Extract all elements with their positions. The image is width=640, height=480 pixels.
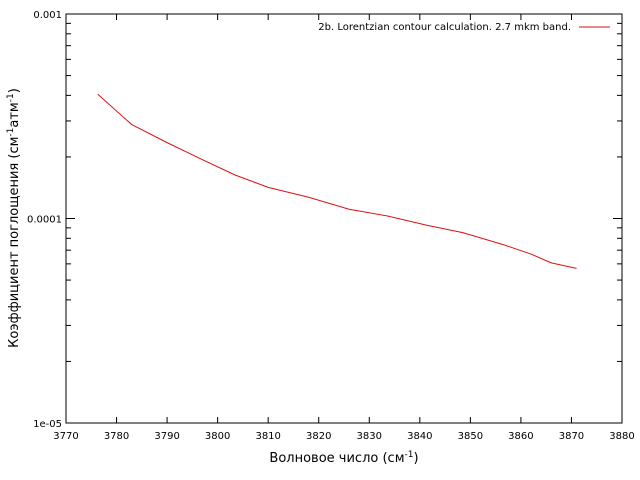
y-axis-label-suffix: ) bbox=[7, 88, 22, 93]
x-tick-label: 3830 bbox=[357, 431, 382, 442]
y-axis-label-sup1: -1 bbox=[6, 128, 16, 137]
x-tick-label: 3780 bbox=[104, 431, 129, 442]
x-axis-label: Волновое число (см-1) bbox=[269, 450, 418, 466]
x-tick-label: 3840 bbox=[407, 431, 432, 442]
x-tick-label: 3880 bbox=[609, 431, 634, 442]
series-layer bbox=[97, 93, 577, 269]
y-axis-label-sup2: -1 bbox=[6, 93, 16, 102]
x-tick-label: 3870 bbox=[559, 431, 584, 442]
x-tick-label: 3820 bbox=[306, 431, 331, 442]
y-tick-label: 0.001 bbox=[33, 10, 62, 21]
y-axis-label-text: Коэффициент поглощения (см bbox=[7, 137, 22, 348]
y-tick-label: 1e-05 bbox=[33, 419, 62, 430]
x-tick-label: 3810 bbox=[255, 431, 280, 442]
series-line bbox=[97, 93, 577, 269]
y-axis-label: Коэффициент поглощения (см-1атм-1) bbox=[6, 88, 22, 348]
x-tick-label: 3800 bbox=[205, 431, 230, 442]
x-tick-label: 3860 bbox=[508, 431, 533, 442]
x-tick-label: 3850 bbox=[458, 431, 483, 442]
x-axis-label-suffix: ) bbox=[413, 451, 418, 466]
legend-label: 2b. Lorentzian contour calculation. 2.7 … bbox=[318, 22, 571, 33]
x-axis-label-text: Волновое число (см bbox=[269, 451, 404, 466]
x-tick-label: 3770 bbox=[53, 431, 78, 442]
y-tick-label: 0.0001 bbox=[27, 215, 62, 226]
y-axis-label-mid: атм bbox=[7, 102, 22, 127]
x-tick-label: 3790 bbox=[154, 431, 179, 442]
x-axis-label-sup: -1 bbox=[405, 450, 414, 460]
y-axis-ticks: 1e-05 0.0001 0.001 bbox=[27, 10, 622, 430]
x-axis-ticks: 3770 3780 3790 3800 3810 3820 3830 3840 3850 3860… bbox=[53, 14, 635, 442]
plot-frame bbox=[65, 13, 623, 424]
legend: 2b. Lorentzian contour calculation. 2.7 … bbox=[318, 22, 610, 33]
